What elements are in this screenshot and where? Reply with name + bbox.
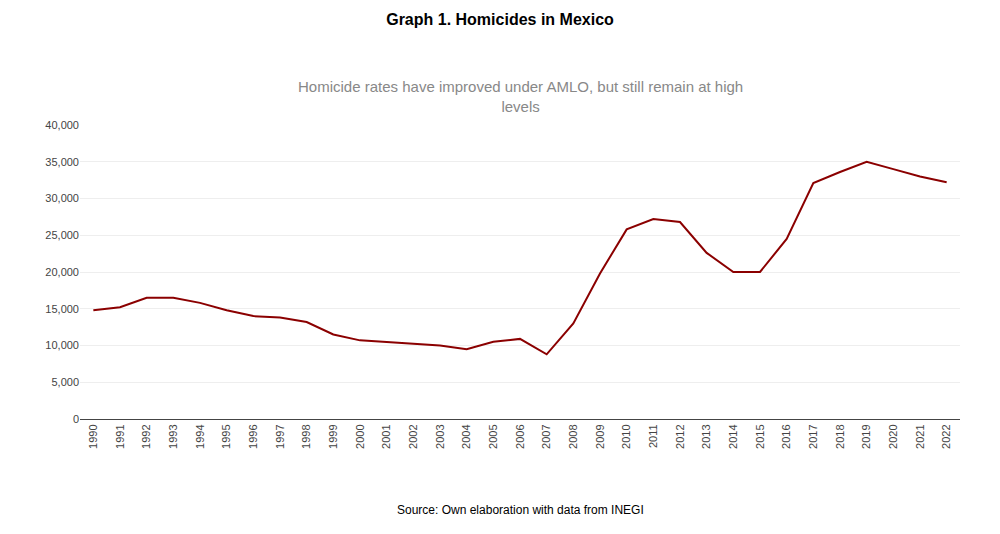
svg-text:1996: 1996 <box>247 424 259 448</box>
svg-text:2011: 2011 <box>647 424 659 448</box>
svg-text:Graph 1. Homicides in Mexico: Graph 1. Homicides in Mexico <box>386 11 614 28</box>
svg-text:1999: 1999 <box>327 424 339 448</box>
svg-text:2010: 2010 <box>620 424 632 448</box>
svg-text:2016: 2016 <box>780 424 792 448</box>
svg-text:2009: 2009 <box>594 424 606 448</box>
svg-text:10,000: 10,000 <box>45 339 79 351</box>
svg-text:35,000: 35,000 <box>45 156 79 168</box>
svg-text:1993: 1993 <box>167 424 179 448</box>
svg-text:2006: 2006 <box>514 424 526 448</box>
svg-text:30,000: 30,000 <box>45 192 79 204</box>
svg-text:25,000: 25,000 <box>45 229 79 241</box>
svg-text:15,000: 15,000 <box>45 303 79 315</box>
svg-text:2018: 2018 <box>834 424 846 448</box>
svg-text:1998: 1998 <box>300 424 312 448</box>
svg-text:2020: 2020 <box>887 424 899 448</box>
svg-text:1994: 1994 <box>194 424 206 448</box>
svg-text:2008: 2008 <box>567 424 579 448</box>
svg-text:2017: 2017 <box>807 424 819 448</box>
svg-text:1991: 1991 <box>114 424 126 448</box>
svg-text:1995: 1995 <box>220 424 232 448</box>
svg-text:2019: 2019 <box>860 424 872 448</box>
svg-text:2014: 2014 <box>727 424 739 448</box>
svg-text:40,000: 40,000 <box>45 119 79 131</box>
svg-text:2005: 2005 <box>487 424 499 448</box>
svg-text:2003: 2003 <box>434 424 446 448</box>
svg-text:1990: 1990 <box>87 424 99 448</box>
svg-text:2012: 2012 <box>674 424 686 448</box>
svg-text:2015: 2015 <box>754 424 766 448</box>
svg-text:20,000: 20,000 <box>45 266 79 278</box>
svg-text:2000: 2000 <box>354 424 366 448</box>
svg-text:1992: 1992 <box>140 424 152 448</box>
svg-text:2007: 2007 <box>540 424 552 448</box>
svg-text:Homicide rates have improved u: Homicide rates have improved under AMLO,… <box>298 78 743 115</box>
svg-text:2001: 2001 <box>380 424 392 448</box>
svg-text:0: 0 <box>73 413 79 425</box>
svg-text:2002: 2002 <box>407 424 419 448</box>
svg-text:2022: 2022 <box>940 424 952 448</box>
svg-text:2013: 2013 <box>700 424 712 448</box>
svg-text:Source: Own elaboration with d: Source: Own elaboration with data from I… <box>397 503 644 517</box>
svg-text:5,000: 5,000 <box>51 376 79 388</box>
svg-text:2021: 2021 <box>914 424 926 448</box>
svg-text:1997: 1997 <box>274 424 286 448</box>
svg-text:2004: 2004 <box>460 424 472 448</box>
